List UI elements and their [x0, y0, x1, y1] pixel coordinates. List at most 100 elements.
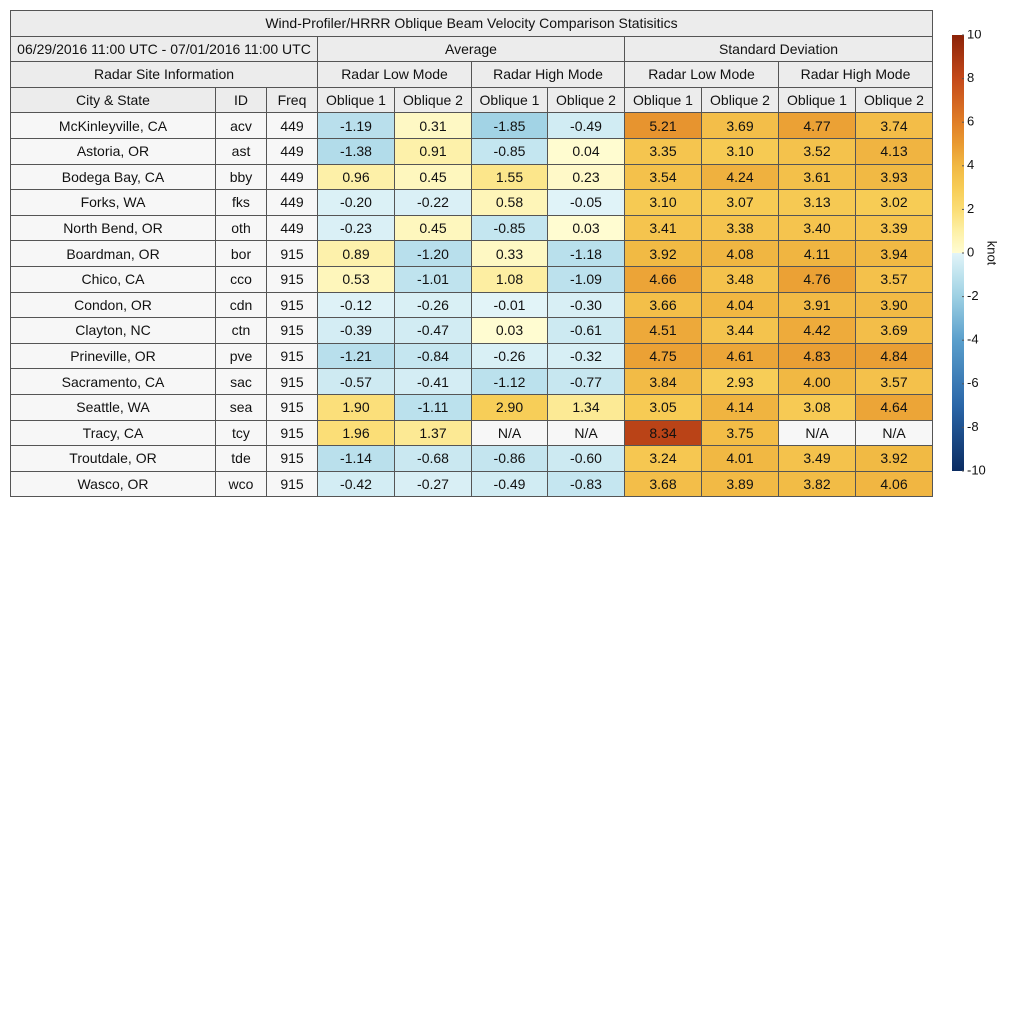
value-cell: -1.14 — [317, 445, 395, 472]
value-cell: -0.49 — [547, 112, 625, 139]
value-cell: 5.21 — [624, 112, 702, 139]
colorbar-tick-label: -4 — [967, 332, 979, 347]
value-cell: -0.47 — [394, 317, 472, 344]
city-cell: Troutdale, OR — [10, 445, 216, 472]
value-cell: 3.54 — [624, 163, 702, 191]
colorbar-tick-label: -8 — [967, 419, 979, 434]
value-cell: 3.02 — [855, 189, 933, 216]
value-cell: 0.31 — [394, 112, 472, 139]
value-cell: 3.84 — [624, 368, 702, 395]
value-cell: -1.09 — [547, 265, 625, 293]
value-cell: -0.57 — [317, 368, 395, 395]
mode-header: Radar Low Mode — [317, 61, 472, 88]
value-cell: 0.04 — [547, 137, 625, 165]
city-cell: Boardman, OR — [10, 240, 216, 267]
value-cell: 3.92 — [855, 445, 933, 472]
table-row: Wasco, OR wco 915 -0.42 -0.27 -0.49 -0.83 3.68 3… — [10, 470, 933, 498]
value-cell: -1.85 — [471, 112, 548, 139]
column-header: Oblique 2 — [394, 86, 472, 114]
value-cell: 3.49 — [778, 445, 856, 472]
value-cell: 4.77 — [778, 112, 856, 139]
value-cell: 4.11 — [778, 240, 856, 267]
value-cell: 2.93 — [701, 368, 779, 395]
mode-header: Radar Low Mode — [624, 61, 779, 88]
value-cell: -0.85 — [471, 214, 548, 242]
city-cell: Bodega Bay, CA — [10, 163, 216, 191]
value-cell: 4.42 — [778, 317, 856, 344]
value-cell: N/A — [471, 419, 548, 447]
table-row: Bodega Bay, CA bby 449 0.96 0.45 1.55 0.23 3.54… — [10, 163, 933, 191]
value-cell: -0.77 — [547, 368, 625, 395]
colorbar-tick-label: -2 — [967, 288, 979, 303]
value-cell: -0.30 — [547, 291, 625, 319]
value-cell: 3.57 — [855, 265, 933, 293]
column-header: Oblique 1 — [624, 86, 702, 114]
site-info-header: Radar Site Information — [10, 61, 318, 88]
value-cell: -0.49 — [471, 470, 548, 498]
value-cell: -0.60 — [547, 445, 625, 472]
value-cell: 3.94 — [855, 240, 933, 267]
city-cell: Astoria, OR — [10, 137, 216, 165]
value-cell: N/A — [547, 419, 625, 447]
value-cell: 0.96 — [317, 163, 395, 191]
value-cell: 3.24 — [624, 445, 702, 472]
freq-cell: 915 — [266, 419, 318, 447]
value-cell: 3.82 — [778, 470, 856, 498]
value-cell: 0.23 — [547, 163, 625, 191]
city-cell: Chico, CA — [10, 265, 216, 293]
table-row: Tracy, CA tcy 915 1.96 1.37 N/A N/A 8.34 3.75 N/A… — [10, 419, 933, 447]
value-cell: 1.55 — [471, 163, 548, 191]
id-cell: tcy — [215, 419, 267, 447]
freq-cell: 915 — [266, 291, 318, 319]
table-row: North Bend, OR oth 449 -0.23 0.45 -0.85 0.03 3.… — [10, 214, 933, 242]
value-cell: -1.19 — [317, 112, 395, 139]
value-cell: 3.69 — [855, 317, 933, 344]
value-cell: 3.41 — [624, 214, 702, 242]
value-cell: 3.35 — [624, 137, 702, 165]
value-cell: -1.01 — [394, 265, 472, 293]
city-cell: Seattle, WA — [10, 393, 216, 421]
value-cell: 2.90 — [471, 393, 548, 421]
table-row: McKinleyville, CA acv 449 -1.19 0.31 -1.85 -0.… — [10, 112, 933, 139]
value-cell: -1.38 — [317, 137, 395, 165]
value-cell: -0.61 — [547, 317, 625, 344]
id-cell: acv — [215, 112, 267, 139]
value-cell: 1.96 — [317, 419, 395, 447]
value-cell: 1.90 — [317, 393, 395, 421]
value-cell: -1.18 — [547, 240, 625, 267]
value-cell: -0.41 — [394, 368, 472, 395]
value-cell: 4.00 — [778, 368, 856, 395]
value-cell: 4.04 — [701, 291, 779, 319]
group-header: Standard Deviation — [624, 35, 933, 63]
id-cell: oth — [215, 214, 267, 242]
value-cell: 3.66 — [624, 291, 702, 319]
column-header: Oblique 2 — [855, 86, 933, 114]
value-cell: 0.45 — [394, 214, 472, 242]
id-cell: tde — [215, 445, 267, 472]
id-cell: sea — [215, 393, 267, 421]
value-cell: -0.84 — [394, 342, 472, 370]
value-cell: 3.08 — [778, 393, 856, 421]
freq-cell: 915 — [266, 317, 318, 344]
value-cell: 3.61 — [778, 163, 856, 191]
table-row: Troutdale, OR tde 915 -1.14 -0.68 -0.86 -0.60 3… — [10, 445, 933, 472]
value-cell: 3.13 — [778, 189, 856, 216]
value-cell: -0.85 — [471, 137, 548, 165]
value-cell: 1.37 — [394, 419, 472, 447]
city-cell: Prineville, OR — [10, 342, 216, 370]
table-row: Chico, CA cco 915 0.53 -1.01 1.08 -1.09 4.66 3.4… — [10, 265, 933, 293]
mode-header: Radar High Mode — [778, 61, 933, 88]
value-cell: 0.45 — [394, 163, 472, 191]
freq-cell: 449 — [266, 163, 318, 191]
value-cell: 4.51 — [624, 317, 702, 344]
freq-cell: 915 — [266, 368, 318, 395]
value-cell: -0.20 — [317, 189, 395, 216]
mode-header: Radar High Mode — [471, 61, 625, 88]
value-cell: 3.93 — [855, 163, 933, 191]
value-cell: 3.05 — [624, 393, 702, 421]
value-cell: -0.42 — [317, 470, 395, 498]
value-cell: -1.20 — [394, 240, 472, 267]
id-cell: sac — [215, 368, 267, 395]
freq-cell: 915 — [266, 445, 318, 472]
